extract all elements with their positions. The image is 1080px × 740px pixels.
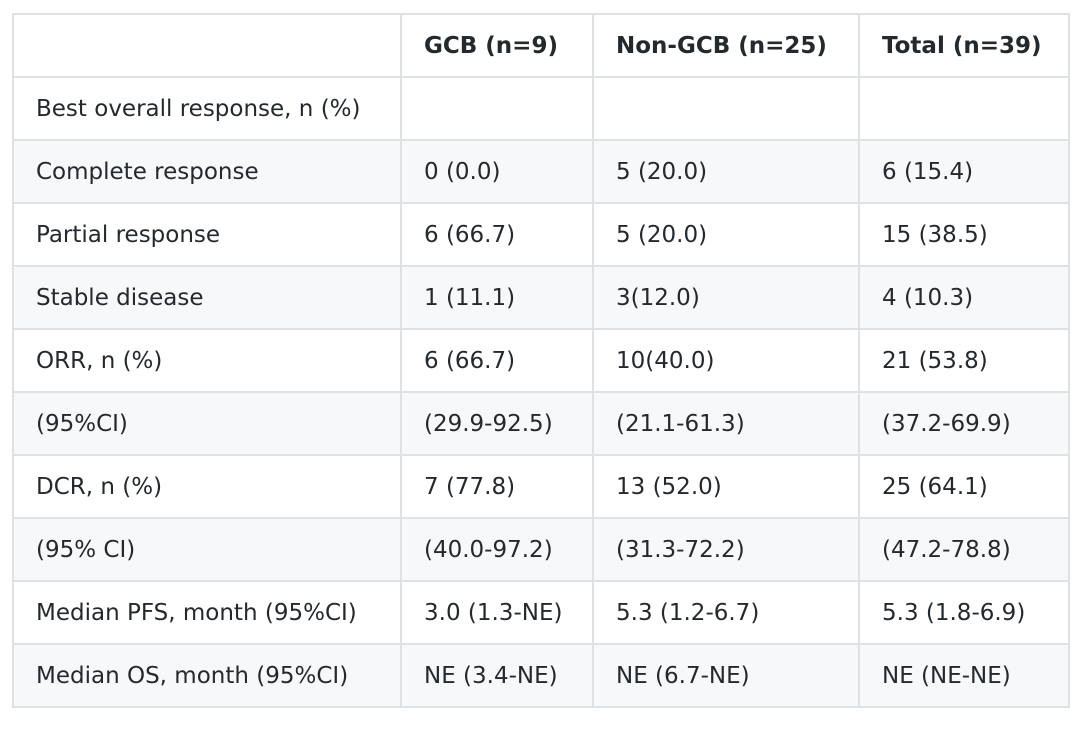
- header-cell: GCB (n=9): [400, 13, 594, 78]
- value-cell: 25 (64.1): [858, 454, 1070, 519]
- value-cell: (40.0-97.2): [400, 517, 594, 582]
- table-row: DCR, n (%) 7 (77.8) 13 (52.0) 25 (64.1): [12, 454, 1070, 519]
- row-label: Partial response: [12, 202, 402, 267]
- value-cell: 15 (38.5): [858, 202, 1070, 267]
- table-row: ORR, n (%) 6 (66.7) 10(40.0) 21 (53.8): [12, 328, 1070, 393]
- value-cell: 7 (77.8): [400, 454, 594, 519]
- table-row: (95%CI) (29.9-92.5) (21.1-61.3) (37.2-69.9): [12, 391, 1070, 456]
- value-cell: 4 (10.3): [858, 265, 1070, 330]
- table-row: Best overall response, n (%): [12, 76, 1070, 141]
- value-cell: 6 (66.7): [400, 202, 594, 267]
- header-cell: Non-GCB (n=25): [592, 13, 860, 78]
- value-cell: 3(12.0): [592, 265, 860, 330]
- value-cell: 5.3 (1.8-6.9): [858, 580, 1070, 645]
- row-label: ORR, n (%): [12, 328, 402, 393]
- value-cell: 0 (0.0): [400, 139, 594, 204]
- value-cell: (21.1-61.3): [592, 391, 860, 456]
- header-cell: Total (n=39): [858, 13, 1070, 78]
- value-cell: (37.2-69.9): [858, 391, 1070, 456]
- value-cell: 5 (20.0): [592, 139, 860, 204]
- row-label: Median PFS, month (95%CI): [12, 580, 402, 645]
- row-label: DCR, n (%): [12, 454, 402, 519]
- header-cell: [12, 13, 402, 78]
- empty-cell: [592, 76, 860, 141]
- value-cell: (29.9-92.5): [400, 391, 594, 456]
- empty-cell: [858, 76, 1070, 141]
- value-cell: 13 (52.0): [592, 454, 860, 519]
- row-label: Median OS, month (95%CI): [12, 643, 402, 708]
- value-cell: (31.3-72.2): [592, 517, 860, 582]
- table-row: Partial response 6 (66.7) 5 (20.0) 15 (38.5…: [12, 202, 1070, 267]
- row-label: Complete response: [12, 139, 402, 204]
- value-cell: NE (6.7-NE): [592, 643, 860, 708]
- row-label: (95% CI): [12, 517, 402, 582]
- value-cell: 1 (11.1): [400, 265, 594, 330]
- results-table: GCB (n=9) Non-GCB (n=25) Total (n=39) Best…: [12, 13, 1070, 708]
- empty-cell: [400, 76, 594, 141]
- value-cell: 6 (15.4): [858, 139, 1070, 204]
- row-label: (95%CI): [12, 391, 402, 456]
- value-cell: 5.3 (1.2-6.7): [592, 580, 860, 645]
- table-row: Median OS, month (95%CI) NE (3.4-NE) NE (6…: [12, 643, 1070, 708]
- value-cell: 10(40.0): [592, 328, 860, 393]
- value-cell: 3.0 (1.3-NE): [400, 580, 594, 645]
- table-row: (95% CI) (40.0-97.2) (31.3-72.2) (47.2-78.8…: [12, 517, 1070, 582]
- value-cell: 21 (53.8): [858, 328, 1070, 393]
- value-cell: (47.2-78.8): [858, 517, 1070, 582]
- table-row: Median PFS, month (95%CI) 3.0 (1.3-NE) 5.3…: [12, 580, 1070, 645]
- row-label: Stable disease: [12, 265, 402, 330]
- header-row: GCB (n=9) Non-GCB (n=25) Total (n=39): [12, 13, 1070, 78]
- value-cell: NE (NE-NE): [858, 643, 1070, 708]
- value-cell: NE (3.4-NE): [400, 643, 594, 708]
- value-cell: 5 (20.0): [592, 202, 860, 267]
- row-label: Best overall response, n (%): [12, 76, 402, 141]
- table-row: Complete response 0 (0.0) 5 (20.0) 6 (15.4): [12, 139, 1070, 204]
- value-cell: 6 (66.7): [400, 328, 594, 393]
- table-row: Stable disease 1 (11.1) 3(12.0) 4 (10.3): [12, 265, 1070, 330]
